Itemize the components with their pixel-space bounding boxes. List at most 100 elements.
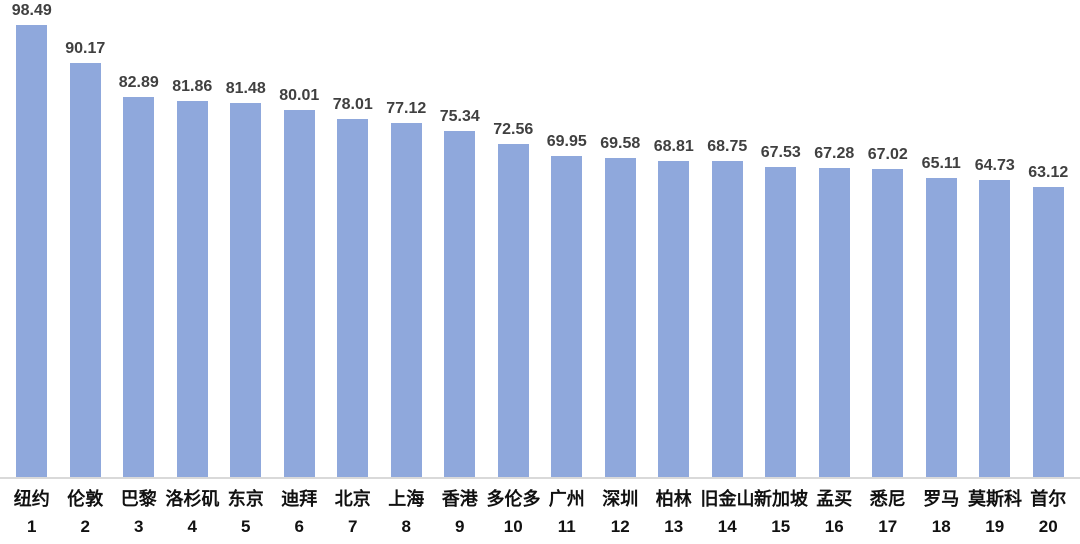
- bar-column: 78.01: [326, 96, 380, 477]
- bar: [390, 123, 422, 477]
- city-name-label: 柏林: [655, 489, 692, 509]
- category-label-group: 北京 7: [326, 488, 380, 537]
- bar-column: 63.12: [1022, 164, 1076, 477]
- bar: [551, 156, 583, 477]
- bar-column: 64.73: [968, 157, 1022, 477]
- rank-number-label: 14: [717, 517, 737, 536]
- city-name-label: 莫斯科: [968, 489, 1022, 509]
- bar-column: 81.48: [219, 80, 273, 477]
- rank-number-label: 4: [187, 517, 197, 536]
- bar-value-label: 67.53: [760, 144, 801, 161]
- rank-number-label: 16: [824, 517, 844, 536]
- category-label-group: 上海 8: [380, 488, 434, 537]
- category-label-group: 纽约 1: [5, 488, 59, 537]
- bar-value-label: 77.12: [386, 100, 427, 117]
- city-name-label: 洛杉矶: [165, 489, 220, 509]
- city-name-label: 孟买: [816, 489, 853, 509]
- bar: [925, 178, 957, 477]
- city-name-label: 旧金山: [700, 489, 755, 509]
- category-label-group: 多伦多 10: [487, 488, 541, 537]
- bar-column: 68.75: [701, 138, 755, 477]
- bar: [1032, 187, 1064, 477]
- bar-column: 67.28: [808, 145, 862, 477]
- bar-column: 77.12: [380, 100, 434, 477]
- bar-value-label: 90.17: [65, 40, 106, 57]
- category-label-group: 东京 5: [219, 488, 273, 537]
- rank-number-label: 1: [27, 517, 37, 536]
- bar-column: 80.01: [273, 87, 327, 477]
- city-name-label: 多伦多: [486, 489, 541, 509]
- rank-number-label: 17: [878, 517, 898, 536]
- city-name-label: 深圳: [602, 489, 639, 509]
- bar: [444, 131, 476, 477]
- category-label-group: 柏林 13: [647, 488, 701, 537]
- category-label-group: 罗马 18: [915, 488, 969, 537]
- category-label-group: 悉尼 17: [861, 488, 915, 537]
- bar-column: 67.53: [754, 144, 808, 477]
- city-name-label: 广州: [548, 489, 585, 509]
- rank-number-label: 20: [1038, 517, 1058, 536]
- rank-number-label: 2: [80, 517, 90, 536]
- rank-number-label: 5: [241, 517, 251, 536]
- bar-column: 67.02: [861, 146, 915, 477]
- bar-value-label: 80.01: [279, 87, 320, 104]
- bar: [658, 161, 690, 477]
- category-label-group: 迪拜 6: [273, 488, 327, 537]
- x-axis-line: [0, 477, 1080, 479]
- bar-value-label: 69.95: [546, 133, 587, 150]
- rank-number-label: 18: [931, 517, 951, 536]
- bar-column: 72.56: [487, 121, 541, 477]
- bar-column: 65.11: [915, 155, 969, 477]
- bar-value-label: 68.81: [653, 138, 694, 155]
- plot-area: 98.49 90.17 82.89 81.86 81.48 80.01 78.0…: [5, 0, 1075, 477]
- bar-value-label: 72.56: [493, 121, 534, 138]
- bar: [872, 169, 904, 477]
- category-label-group: 洛杉矶 4: [166, 488, 220, 537]
- category-label-group: 伦敦 2: [59, 488, 113, 537]
- rank-number-label: 8: [401, 517, 411, 536]
- rank-number-label: 3: [134, 517, 144, 536]
- bar-column: 69.58: [594, 135, 648, 477]
- category-label-group: 巴黎 3: [112, 488, 166, 537]
- category-label-group: 莫斯科 19: [968, 488, 1022, 537]
- rank-number-label: 11: [557, 517, 576, 536]
- bar-column: 81.86: [166, 78, 220, 477]
- bar-column: 82.89: [112, 74, 166, 477]
- city-name-label: 迪拜: [281, 489, 318, 509]
- bar-value-label: 65.11: [921, 155, 961, 172]
- bar-value-label: 75.34: [439, 108, 480, 125]
- rank-number-label: 9: [455, 517, 465, 536]
- bar: [176, 101, 208, 477]
- city-name-label: 新加坡: [754, 489, 808, 509]
- rank-number-label: 13: [664, 517, 684, 536]
- category-axis-labels: 纽约 1 伦敦 2 巴黎 3 洛杉矶 4 东京 5 迪拜 6 北京 7 上海 8…: [5, 488, 1075, 537]
- category-label-group: 深圳 12: [594, 488, 648, 537]
- bar-value-label: 64.73: [974, 157, 1015, 174]
- rank-number-label: 6: [294, 517, 304, 536]
- bar-value-label: 68.75: [707, 138, 748, 155]
- bar-value-label: 81.86: [172, 78, 213, 95]
- bar: [16, 25, 48, 477]
- category-label-group: 旧金山 14: [701, 488, 755, 537]
- city-name-label: 罗马: [923, 489, 960, 509]
- bar-value-label: 82.89: [118, 74, 159, 91]
- city-name-label: 伦敦: [67, 489, 104, 509]
- bar: [818, 168, 850, 477]
- rank-number-label: 10: [503, 517, 523, 536]
- category-label-group: 新加坡 15: [754, 488, 808, 537]
- city-name-label: 北京: [334, 489, 371, 509]
- bar: [69, 63, 101, 477]
- bar-value-label: 67.02: [867, 146, 908, 163]
- category-label-group: 孟买 16: [808, 488, 862, 537]
- bar: [123, 97, 155, 477]
- city-name-label: 东京: [227, 489, 264, 509]
- bar-value-label: 63.12: [1028, 164, 1069, 181]
- city-name-label: 悉尼: [869, 489, 906, 509]
- city-name-label: 巴黎: [120, 489, 157, 509]
- bar: [979, 180, 1011, 477]
- category-label-group: 首尔 20: [1022, 488, 1076, 537]
- bar: [604, 158, 636, 477]
- bar-column: 75.34: [433, 108, 487, 477]
- bar-value-label: 67.28: [814, 145, 855, 162]
